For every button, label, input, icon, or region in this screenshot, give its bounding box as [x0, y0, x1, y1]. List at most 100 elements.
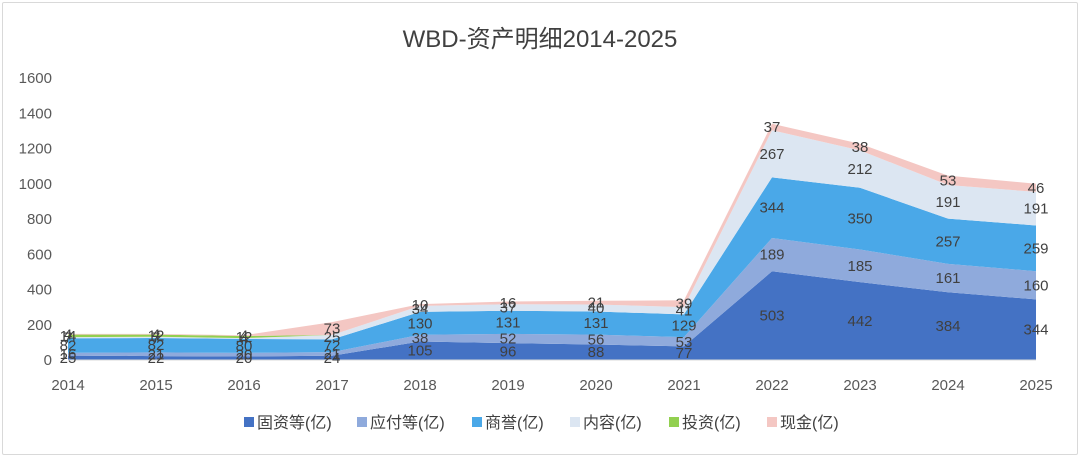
data-label-s5-2023: 38: [852, 139, 869, 156]
data-label-s0-2024: 384: [935, 318, 960, 335]
data-label-s5-2016: 4: [240, 328, 248, 345]
x-tick-label-2021: 2021: [667, 377, 700, 394]
data-label-s1-2022: 189: [759, 247, 784, 264]
data-label-s3-2018: 34: [412, 301, 429, 318]
data-label-s4-2014: 14: [60, 328, 77, 345]
x-tick-label-2014: 2014: [51, 377, 84, 394]
y-tick-label-5: 1000: [19, 176, 52, 193]
data-label-s0-2018: 105: [407, 343, 432, 360]
x-tick-label-2020: 2020: [579, 377, 612, 394]
data-label-s2-2025: 259: [1023, 240, 1048, 257]
y-tick-label-2: 400: [27, 282, 52, 299]
area-series-1: [68, 238, 1036, 357]
data-label-s0-2021: 77: [676, 345, 693, 362]
data-label-s5-2019: 16: [500, 295, 517, 312]
area-series-2: [68, 177, 1036, 353]
data-label-s3-2016: 4: [240, 330, 248, 347]
y-tick-label-4: 800: [27, 211, 52, 228]
data-label-s2-2015: 82: [148, 337, 165, 354]
data-label-s3-2014: 7: [64, 330, 72, 347]
data-label-s3-2015: 7: [152, 329, 160, 346]
x-tick-label-2018: 2018: [403, 377, 436, 394]
data-label-s5-2025: 46: [1028, 180, 1045, 197]
x-tick-label-2019: 2019: [491, 377, 524, 394]
data-label-s2-2022: 344: [759, 200, 784, 217]
data-label-s2-2021: 129: [671, 318, 696, 335]
data-label-s0-2022: 503: [759, 308, 784, 325]
data-label-s3-2019: 37: [500, 300, 517, 317]
data-label-s0-2020: 88: [588, 344, 605, 361]
data-label-s4-2015: 12: [148, 328, 165, 345]
legend-swatch-3: [570, 417, 580, 427]
x-tick-label-2017: 2017: [315, 377, 348, 394]
data-label-s1-2021: 53: [676, 334, 693, 351]
data-label-s2-2019: 131: [495, 314, 520, 331]
legend-label-4: 投资(亿): [682, 414, 741, 432]
data-label-s5-2022: 37: [764, 119, 781, 136]
data-label-s1-2025: 160: [1023, 277, 1048, 294]
data-label-s3-2023: 212: [847, 161, 872, 178]
y-tick-label-0: 0: [44, 352, 52, 369]
x-tick-label-2016: 2016: [227, 377, 260, 394]
legend-swatch-4: [669, 417, 679, 427]
data-label-s3-2024: 191: [935, 194, 960, 211]
legend-label-1: 应付等(亿): [370, 413, 445, 432]
data-label-s2-2014: 82: [60, 338, 77, 355]
legend-label-3: 内容(亿): [583, 414, 642, 432]
legend-swatch-2: [472, 417, 482, 427]
data-label-s1-2015: 21: [148, 346, 165, 363]
data-label-s2-2016: 80: [236, 338, 253, 355]
data-label-s2-2017: 72: [324, 338, 341, 355]
data-label-s0-2025: 344: [1023, 322, 1048, 339]
data-label-s3-2020: 40: [588, 300, 605, 317]
y-tick-label-6: 1200: [19, 141, 52, 158]
data-label-s0-2017: 24: [324, 350, 341, 367]
data-label-s1-2024: 161: [935, 270, 960, 287]
legend-label-5: 现金(亿): [780, 414, 839, 432]
data-label-s5-2015: 4: [152, 326, 160, 343]
data-label-s2-2018: 130: [407, 315, 432, 332]
data-label-s1-2020: 56: [588, 332, 605, 349]
data-label-s0-2023: 442: [847, 313, 872, 330]
area-series-0: [68, 271, 1036, 360]
data-label-s0-2015: 22: [148, 350, 165, 367]
legend-swatch-5: [767, 417, 777, 427]
data-label-s1-2019: 52: [500, 330, 517, 347]
data-label-s0-2014: 25: [60, 350, 77, 367]
data-label-s1-2016: 20: [236, 347, 253, 364]
data-label-s5-2024: 53: [940, 172, 957, 189]
x-tick-label-2025: 2025: [1019, 377, 1052, 394]
data-label-s3-2017: 25: [324, 329, 341, 346]
legend-swatch-0: [244, 417, 254, 427]
data-label-s3-2022: 267: [759, 146, 784, 163]
y-tick-label-1: 200: [27, 317, 52, 334]
data-label-s4-2016: 12: [236, 329, 253, 346]
y-tick-label-8: 1600: [19, 70, 52, 87]
data-label-s5-2018: 10: [412, 297, 429, 314]
data-label-s1-2014: 16: [60, 346, 77, 363]
data-label-s5-2020: 21: [588, 295, 605, 312]
y-tick-label-7: 1400: [19, 105, 52, 122]
x-axis: 2014 2015 2016 2017 2018 2019 2020 2021 2022 2023…: [51, 359, 1053, 394]
x-tick-label-2023: 2023: [843, 377, 876, 394]
data-label-s0-2016: 20: [236, 350, 253, 367]
data-label-s2-2024: 257: [935, 233, 960, 250]
data-label-s3-2025: 191: [1023, 201, 1048, 218]
data-label-s1-2023: 185: [847, 258, 872, 275]
chart-title: WBD-资产明细2014-2025: [403, 26, 678, 53]
data-label-s2-2023: 350: [847, 211, 872, 228]
data-label-s0-2019: 96: [500, 344, 517, 361]
legend-label-0: 固资等(亿): [257, 414, 332, 432]
legend: 固资等(亿) 应付等(亿) 商誉(亿) 内容(亿) 投资(亿) 现金(亿): [244, 413, 839, 432]
data-label-s5-2017: 73: [324, 321, 341, 338]
data-label-s1-2018: 38: [412, 330, 429, 347]
y-tick-label-3: 600: [27, 246, 52, 263]
legend-label-2: 商誉(亿): [485, 414, 544, 432]
data-label-s3-2021: 41: [676, 303, 693, 320]
data-label-s5-2021: 39: [676, 296, 693, 313]
x-tick-label-2022: 2022: [755, 377, 788, 394]
data-label-s5-2014: 4: [64, 326, 72, 343]
x-tick-label-2024: 2024: [931, 377, 964, 394]
